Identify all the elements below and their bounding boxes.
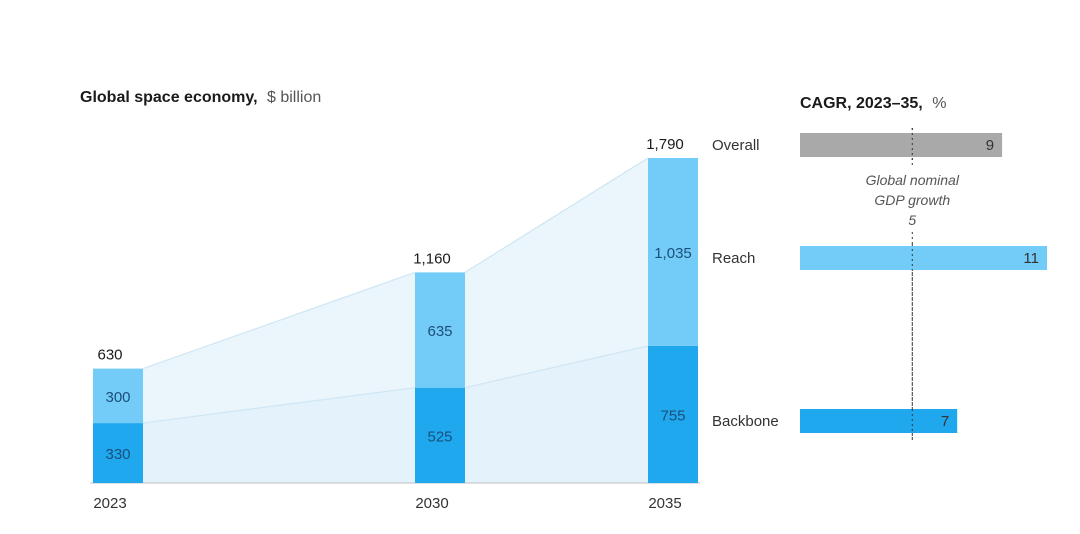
connector-line-total <box>464 157 649 273</box>
x-tick-label: 2023 <box>93 495 126 512</box>
cagr-bar-backbone <box>800 409 958 433</box>
left-chart-title-unit: $ billion <box>267 89 321 106</box>
right-chart-title-main: CAGR, 2023–35, <box>800 95 923 112</box>
connector-area-reach <box>143 272 415 424</box>
data-label-total: 1,160 <box>413 250 451 267</box>
connector-area-reach <box>465 158 648 388</box>
reference-line-label-1: Global nominal <box>866 172 960 188</box>
bar-reach-2030 <box>415 272 465 388</box>
data-label-reach: 635 <box>427 323 452 340</box>
x-tick-label: 2035 <box>648 495 681 512</box>
bar-backbone-2030 <box>415 387 465 483</box>
bar-reach-2023 <box>93 368 143 424</box>
category-label-reach: Reach <box>712 250 755 267</box>
data-label-reach: 300 <box>105 389 130 406</box>
cagr-value-label-reach: 11 <box>1023 250 1039 267</box>
connector-line-backbone <box>464 345 649 389</box>
x-tick-label: 2030 <box>415 495 448 512</box>
data-label-reach: 1,035 <box>654 245 692 262</box>
data-label-total: 630 <box>97 347 122 364</box>
cagr-bar-overall <box>800 133 1003 157</box>
bar-backbone-2023 <box>93 423 143 483</box>
data-label-backbone: 330 <box>105 446 130 463</box>
right-chart-title-unit: % <box>932 95 946 112</box>
connector-line-total <box>142 271 416 370</box>
cagr-value-label-backbone: 7 <box>941 413 949 430</box>
category-label-backbone: Backbone <box>712 413 779 430</box>
reference-line-value: 5 <box>908 212 916 228</box>
connector-area-backbone <box>143 387 415 483</box>
reference-line-label-2: GDP growth <box>874 192 950 208</box>
category-label-overall: Overall <box>712 137 760 154</box>
stacked-bar-plot: 330 300 630 2023 525 635 1,160 2030 755 1,035 1,79… <box>90 136 700 512</box>
bar-backbone-2035 <box>648 345 698 483</box>
data-label-backbone: 525 <box>427 428 452 445</box>
cagr-bar-reach <box>800 246 1047 270</box>
cagr-value-label-overall: 9 <box>986 137 994 154</box>
cagr-bar-plot: Global nominal GDP growth 5 Overall 9 Reach 11… <box>712 128 1047 440</box>
bar-reach-2035 <box>648 158 698 346</box>
left-chart-title: Global space economy, $ billion <box>80 89 321 106</box>
data-label-backbone: 755 <box>660 407 685 424</box>
connector-line-backbone <box>142 387 416 424</box>
connector-area-backbone <box>465 345 648 483</box>
right-chart-title: CAGR, 2023–35, % <box>800 95 946 112</box>
data-label-total: 1,790 <box>646 136 684 153</box>
left-chart-title-main: Global space economy, <box>80 89 258 106</box>
